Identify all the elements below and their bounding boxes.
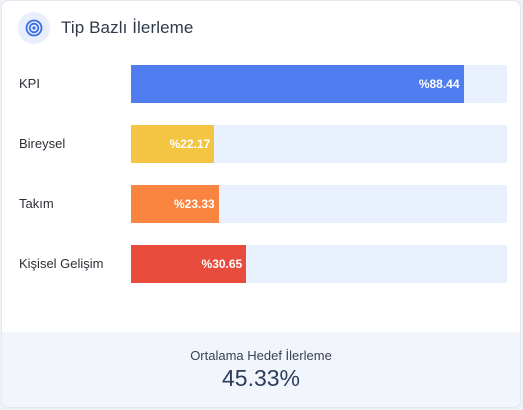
summary-footer: Ortalama Hedef İlerleme 45.33% <box>2 332 520 407</box>
progress-fill: %30.65 <box>131 245 247 283</box>
progress-track: %88.44 <box>131 65 507 103</box>
progress-value-label: %30.65 <box>201 257 243 271</box>
progress-track: %30.65 <box>131 245 507 283</box>
progress-fill: %88.44 <box>131 65 464 103</box>
progress-fill: %22.17 <box>131 125 215 163</box>
summary-label: Ortalama Hedef İlerleme <box>190 348 332 363</box>
progress-row-takim: Takım %23.33 <box>2 185 520 223</box>
progress-value-label: %88.44 <box>418 77 460 91</box>
progress-row-kpi: KPI %88.44 <box>2 65 520 103</box>
card-header: Tip Bazlı İlerleme <box>18 12 194 44</box>
summary-value: 45.33% <box>221 365 300 391</box>
progress-row-label: Kişisel Gelişim <box>19 256 104 271</box>
progress-track: %22.17 <box>131 125 507 163</box>
target-icon <box>18 12 50 44</box>
card-title: Tip Bazlı İlerleme <box>61 18 194 37</box>
progress-row-label: KPI <box>19 76 40 91</box>
progress-track: %23.33 <box>131 185 507 223</box>
progress-value-label: %23.33 <box>174 197 215 211</box>
progress-row-bireysel: Bireysel %22.17 <box>2 125 520 163</box>
progress-value-label: %22.17 <box>169 137 211 151</box>
progress-row-kisisel-gelisim: Kişisel Gelişim %30.65 <box>2 245 520 283</box>
progress-fill: %23.33 <box>131 185 219 223</box>
progress-row-label: Bireysel <box>19 136 66 151</box>
progress-row-label: Takım <box>19 196 54 211</box>
